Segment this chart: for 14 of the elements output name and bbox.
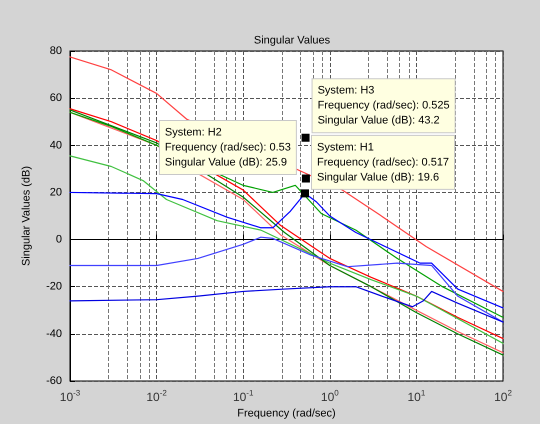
annotation: System: H1 Frequency (rad/sec): 0.517 Singular Value (dB): 19.6 — [316, 141, 450, 184]
y-tick-label: 40 — [50, 139, 62, 152]
y-tick-label: -60 — [46, 375, 62, 387]
y-tick-label: -40 — [46, 328, 62, 340]
y-tick-label: 0 — [56, 234, 62, 246]
annotation: System: H3 Frequency (rad/sec): 0.525 Singular Value (dB): 43.2 — [318, 84, 450, 127]
y-tick-label: 80 — [50, 45, 62, 57]
y-tick-label: 60 — [50, 92, 62, 104]
x-axis-title: Frequency (rad/sec) — [237, 407, 336, 420]
y-axis-title: Singular Values (dB) — [20, 166, 32, 266]
chart-title: Singular Values — [254, 34, 331, 46]
y-tick-label: -20 — [46, 280, 62, 293]
annotation: System: H2 Frequency (rad/sec): 0.53 Singular Value (dB): 25.9 — [164, 126, 291, 169]
y-tick-label: 20 — [50, 186, 62, 198]
